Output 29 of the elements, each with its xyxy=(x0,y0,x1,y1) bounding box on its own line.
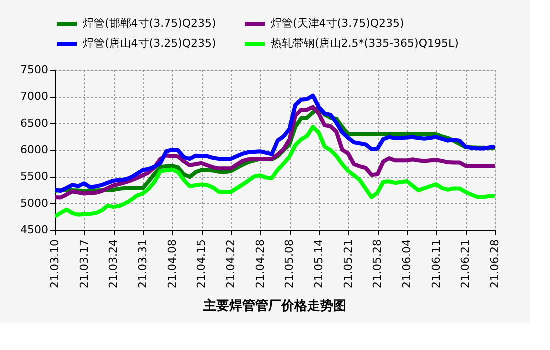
x-tick-label: 21.06.21 xyxy=(459,240,472,288)
y-tick-label: 7500 xyxy=(20,64,48,76)
x-tick-label: 21.04.08 xyxy=(166,240,179,288)
y-tick-label: 5500 xyxy=(20,170,48,184)
x-tick-label: 21.05.28 xyxy=(371,240,384,288)
legend-label: 焊管(邯郸4寸(3.75)Q235) xyxy=(83,17,216,30)
x-tick-label: 21.05.21 xyxy=(342,240,355,288)
x-tick-label: 21.06.11 xyxy=(430,240,443,288)
legend-label: 焊管(唐山4寸(3.25)Q235) xyxy=(83,37,216,50)
y-tick-label: 5000 xyxy=(20,196,48,210)
x-tick-label: 21.03.24 xyxy=(107,240,120,288)
y-tick-label: 4500 xyxy=(20,224,48,236)
y-tick-label: 7000 xyxy=(20,90,48,104)
text: 主要焊管管厂价格走势图 xyxy=(202,298,346,314)
y-tick-label: 6000 xyxy=(20,144,48,156)
x-tick-label: 21.03.17 xyxy=(78,240,91,288)
x-tick-label: 21.06.04 xyxy=(400,240,414,288)
x-tick-label: 21.04.28 xyxy=(254,240,267,288)
x-tick-label: 21.05.08 xyxy=(283,240,296,288)
y-tick-label: 6500 xyxy=(20,116,48,130)
legend-label: 热轧带钢(唐山2.5*(335-365)Q195L) xyxy=(271,37,459,50)
x-tick-label: 21.06.28 xyxy=(488,240,502,288)
x-tick-label: 21.04.22 xyxy=(224,240,238,288)
x-tick-label: 21.03.31 xyxy=(136,240,150,288)
x-tick-label: 21.04.15 xyxy=(195,240,208,288)
legend-label: 焊管(天津4寸(3.75)Q235) xyxy=(271,17,404,30)
line-series xyxy=(55,125,495,219)
x-tick-label: 21.03.10 xyxy=(48,240,62,288)
x-tick-label: 21.05.14 xyxy=(312,240,326,288)
